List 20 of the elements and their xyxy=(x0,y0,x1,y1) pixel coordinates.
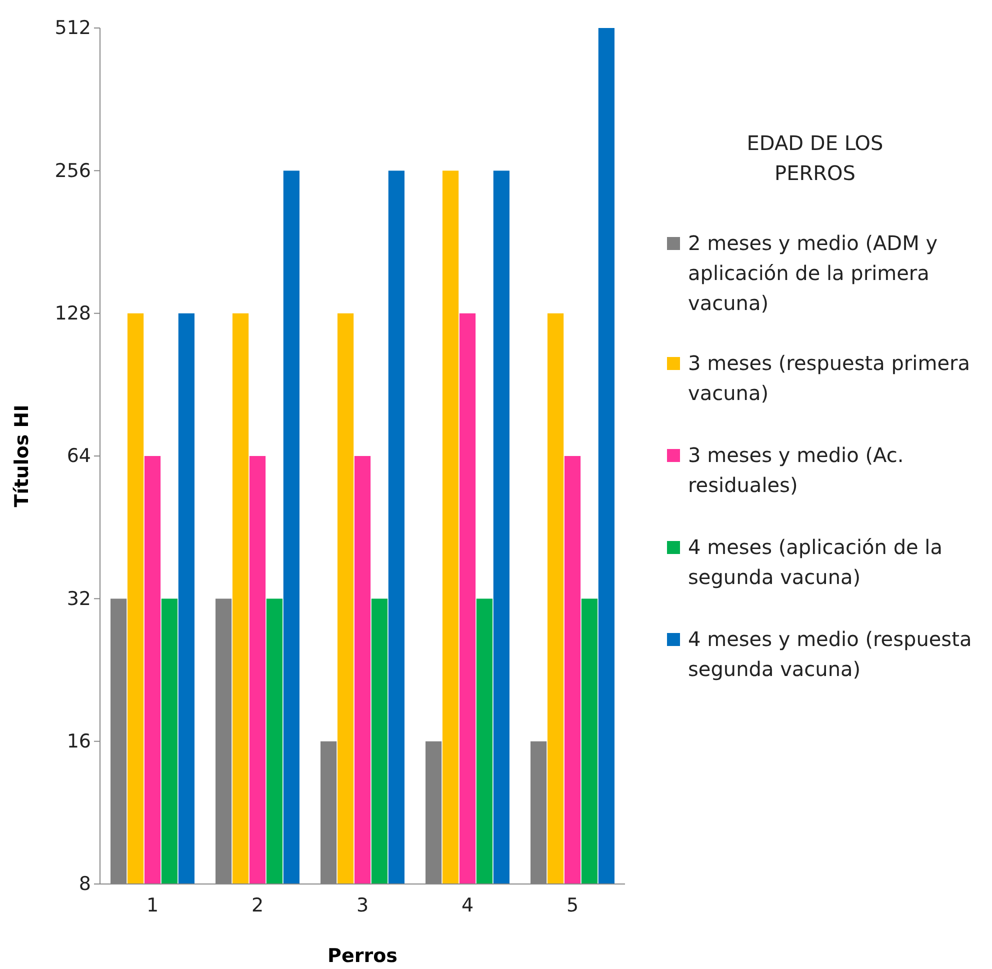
x-tick-label: 4 xyxy=(461,894,474,916)
legend-title: EDAD DE LOS PERROS xyxy=(746,131,884,185)
x-tick-label: 2 xyxy=(251,894,264,916)
x-axis-title: Perros xyxy=(328,945,398,967)
legend-label: 2 meses y medio (ADM y aplicación de la primera vacuna) xyxy=(688,231,938,315)
y-axis-title: Títulos HI xyxy=(11,404,33,508)
x-tick-label: 3 xyxy=(356,894,369,916)
x-tick-label: 1 xyxy=(146,894,159,916)
legend-label: 4 meses y medio (respuesta segunda vacuna) xyxy=(688,627,972,681)
legend-label: 3 meses (respuesta primera vacuna) xyxy=(688,351,970,405)
legend-label: 3 meses y medio (Ac. residuales) xyxy=(688,443,904,497)
y-tick-label: 64 xyxy=(66,445,91,468)
y-tick-label: 512 xyxy=(54,17,91,40)
y-tick-label: 32 xyxy=(66,588,91,610)
y-tick-label: 256 xyxy=(54,160,91,182)
legend-label: 4 meses (aplicación de la segunda vacuna) xyxy=(688,535,942,589)
y-tick-label: 8 xyxy=(78,873,91,896)
y-tick-label: 16 xyxy=(66,730,91,752)
x-tick-label: 5 xyxy=(566,894,579,916)
y-tick-label: 128 xyxy=(54,302,91,324)
